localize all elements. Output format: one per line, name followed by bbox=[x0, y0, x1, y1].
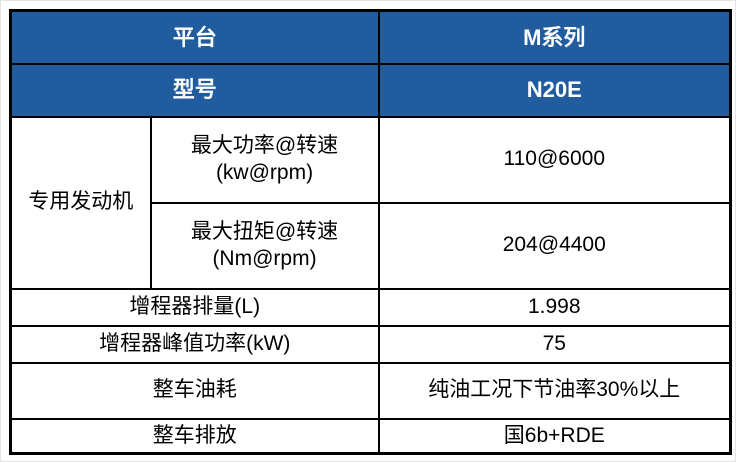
peak-power-label: 增程器峰值功率(kW) bbox=[9, 324, 380, 364]
engine-group-label: 专用发动机 bbox=[9, 115, 152, 290]
model-value: N20E bbox=[377, 62, 732, 118]
max-torque-label-line1: 最大扭矩@转速 bbox=[190, 220, 339, 244]
emissions-value: 国6b+RDE bbox=[377, 417, 732, 455]
table-row-max-power: 专用发动机 最大功率@转速 (kw@rpm) 110@6000 bbox=[9, 115, 732, 290]
max-torque-label-line2: (Nm@rpm) bbox=[212, 246, 317, 270]
table-row-max-torque: 最大扭矩@转速 (Nm@rpm) 204@4400 bbox=[11, 201, 732, 290]
emissions-label: 整车排放 bbox=[9, 417, 380, 455]
model-label: 型号 bbox=[9, 62, 380, 118]
table-row-peak-power: 增程器峰值功率(kW) 75 bbox=[9, 324, 732, 364]
table-row-emissions: 整车排放 国6b+RDE bbox=[9, 417, 732, 455]
fuel-consumption-value: 纯油工况下节油率30%以上 bbox=[377, 361, 732, 420]
table-row-displacement: 增程器排量(L) 1.998 bbox=[9, 287, 732, 327]
table-row-fuel-consumption: 整车油耗 纯油工况下节油率30%以上 bbox=[9, 361, 732, 420]
table-row-platform: 平台 M系列 bbox=[9, 9, 732, 65]
platform-label: 平台 bbox=[9, 9, 380, 65]
spec-table: 平台 M系列 型号 N20E 专用发动机 最大功率@转速 (kw@rpm) 11… bbox=[9, 9, 733, 455]
displacement-value: 1.998 bbox=[377, 287, 732, 327]
max-torque-label: 最大扭矩@转速 (Nm@rpm) bbox=[149, 201, 380, 290]
max-power-value: 110@6000 bbox=[377, 115, 732, 204]
displacement-label: 增程器排量(L) bbox=[9, 287, 380, 327]
max-torque-value: 204@4400 bbox=[377, 201, 732, 290]
max-power-label-line1: 最大功率@转速 bbox=[190, 134, 339, 158]
max-power-label: 最大功率@转速 (kw@rpm) bbox=[149, 115, 380, 204]
fuel-consumption-label: 整车油耗 bbox=[9, 361, 380, 420]
peak-power-value: 75 bbox=[377, 324, 732, 364]
max-power-label-line2: (kw@rpm) bbox=[215, 160, 314, 184]
platform-value: M系列 bbox=[377, 9, 732, 65]
table-row-model: 型号 N20E bbox=[9, 62, 732, 118]
